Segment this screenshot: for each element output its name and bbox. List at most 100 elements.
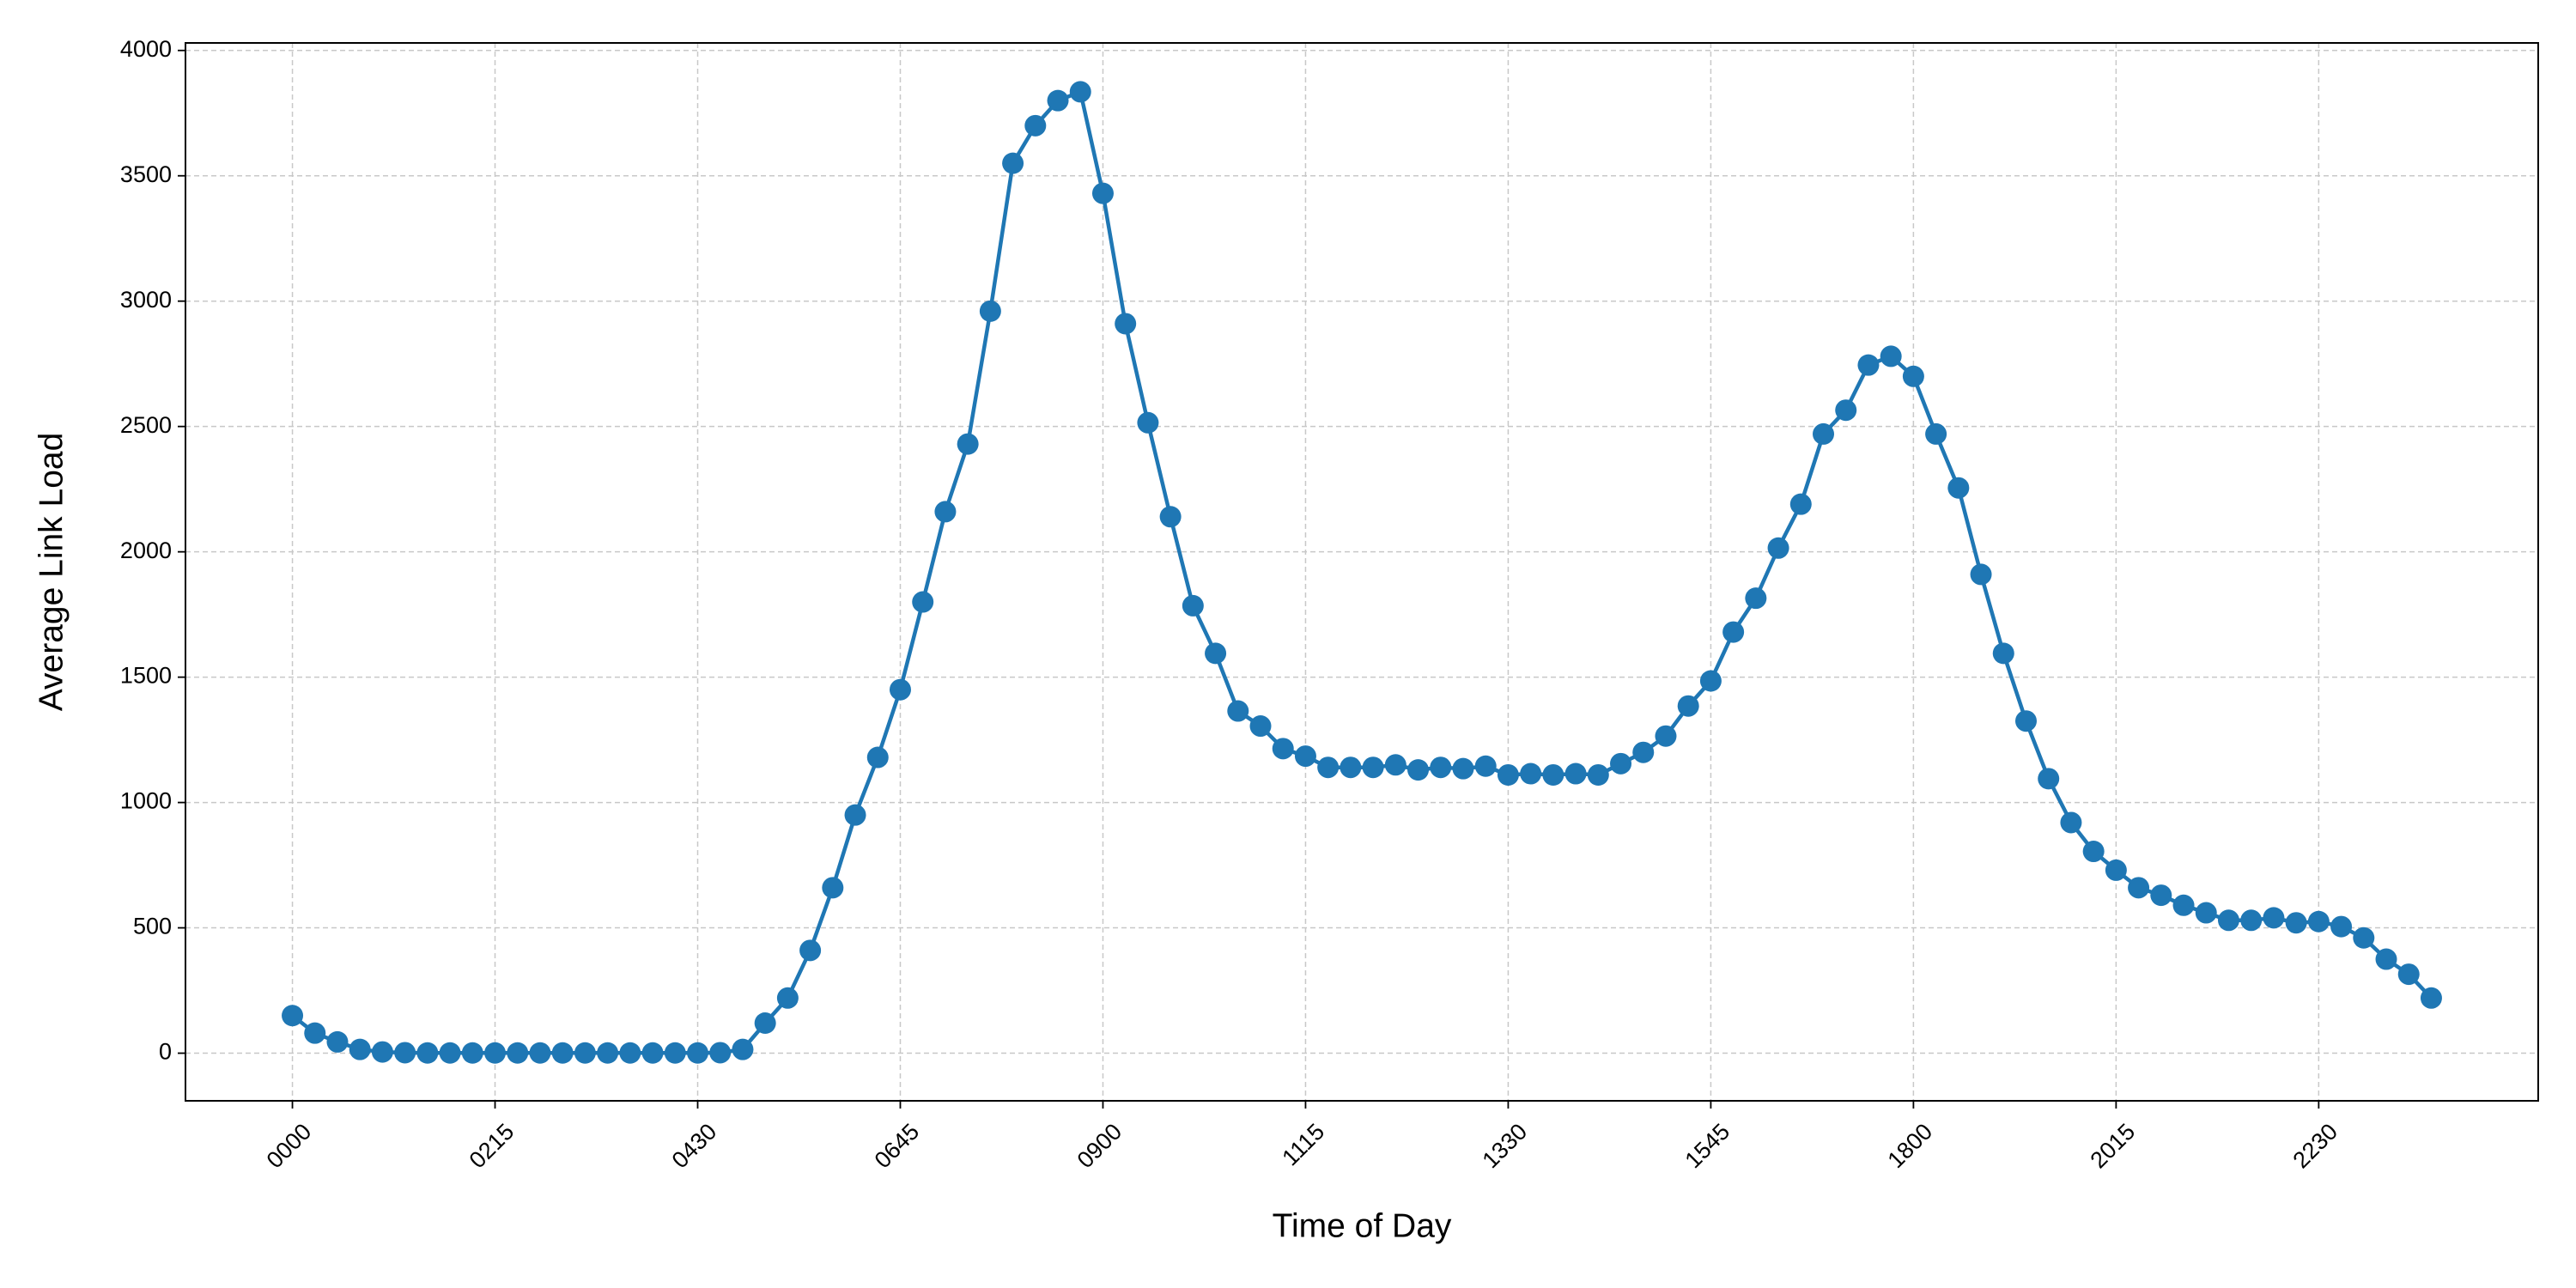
- data-point: [1205, 642, 1227, 665]
- data-point: [687, 1042, 709, 1064]
- data-point: [1542, 763, 1564, 786]
- data-point: [1925, 422, 1947, 445]
- data-point: [1159, 506, 1182, 528]
- data-point: [664, 1042, 686, 1064]
- data-point: [799, 939, 822, 962]
- data-point: [957, 433, 979, 455]
- data-point: [304, 1022, 326, 1044]
- data-point: [1115, 313, 1137, 335]
- data-point: [597, 1042, 619, 1064]
- data-point: [2105, 859, 2127, 881]
- data-point: [2420, 987, 2442, 1009]
- data-point: [889, 678, 911, 701]
- data-point: [1137, 411, 1159, 434]
- data-point: [2397, 963, 2420, 986]
- plot-frame: [185, 42, 2539, 1102]
- data-point: [822, 877, 844, 899]
- data-point: [912, 591, 934, 613]
- data-point: [934, 501, 957, 523]
- data-point: [776, 987, 799, 1009]
- data-point: [2285, 912, 2307, 934]
- data-point: [1362, 756, 1384, 779]
- data-point: [371, 1041, 393, 1063]
- data-point: [461, 1042, 483, 1064]
- data-point: [1002, 152, 1024, 174]
- data-point: [1340, 756, 1362, 779]
- data-point: [1407, 759, 1430, 781]
- data-point: [1294, 745, 1316, 768]
- data-point: [1227, 700, 1249, 722]
- data-point: [1677, 695, 1699, 717]
- data-point: [1789, 493, 1812, 515]
- data-point: [529, 1042, 551, 1064]
- data-point: [1024, 114, 1047, 137]
- y-tick-label: 2000: [120, 538, 172, 563]
- data-point: [1474, 755, 1497, 777]
- y-tick-label: 3500: [120, 161, 172, 187]
- data-point: [1902, 365, 1924, 387]
- data-point: [551, 1042, 574, 1064]
- data-point: [282, 1005, 304, 1027]
- data-point: [641, 1042, 664, 1064]
- data-point: [2150, 884, 2172, 907]
- data-point: [1430, 756, 1452, 779]
- y-tick-label: 1000: [120, 788, 172, 814]
- y-tick-label: 0: [159, 1039, 172, 1065]
- data-point: [2195, 902, 2217, 924]
- data-point: [2014, 710, 2037, 732]
- data-point: [1564, 762, 1587, 785]
- data-point: [326, 1030, 349, 1053]
- data-point: [1992, 642, 2014, 665]
- data-point: [1947, 477, 1970, 499]
- data-point: [1722, 621, 1745, 643]
- data-point: [2172, 894, 2195, 916]
- data-point: [1272, 738, 1294, 760]
- data-point: [484, 1042, 507, 1064]
- data-point: [2082, 841, 2105, 863]
- data-point: [754, 1012, 776, 1034]
- data-point: [1745, 587, 1767, 610]
- data-point: [2038, 768, 2060, 790]
- data-point: [439, 1042, 461, 1064]
- data-point: [2240, 909, 2263, 932]
- data-point: [1091, 182, 1114, 204]
- data-point: [416, 1042, 439, 1064]
- y-tick-label: 4000: [120, 36, 172, 62]
- data-point: [394, 1042, 416, 1064]
- data-point: [1069, 81, 1091, 103]
- data-point: [709, 1042, 732, 1064]
- data-point: [2217, 909, 2239, 932]
- data-point: [2330, 915, 2353, 938]
- data-point: [1182, 594, 1204, 617]
- y-tick-label: 1500: [120, 663, 172, 689]
- data-point: [1857, 354, 1880, 376]
- data-point: [1767, 537, 1789, 559]
- data-point: [1047, 89, 1069, 112]
- y-tick-label: 3000: [120, 287, 172, 313]
- data-point: [1970, 563, 1992, 586]
- data-point: [1835, 399, 1857, 422]
- x-axis-label: Time of Day: [1273, 1207, 1452, 1244]
- data-point: [1317, 756, 1340, 779]
- data-point: [2263, 907, 2285, 929]
- data-point: [619, 1042, 641, 1064]
- data-point: [1520, 762, 1542, 785]
- data-point: [732, 1038, 754, 1060]
- data-point: [349, 1038, 371, 1060]
- data-point: [1249, 715, 1272, 738]
- data-point: [574, 1042, 596, 1064]
- data-point: [1880, 345, 1902, 368]
- data-point: [1587, 763, 1609, 786]
- data-point: [1610, 752, 1632, 775]
- y-tick-label: 2500: [120, 412, 172, 438]
- data-point: [844, 804, 866, 826]
- y-axis-label: Average Link Load: [33, 433, 70, 712]
- data-point: [866, 746, 889, 769]
- data-point: [2353, 927, 2375, 949]
- data-point: [1497, 763, 1519, 786]
- y-tick-label: 500: [133, 914, 172, 939]
- data-point: [2307, 910, 2330, 933]
- data-point: [2128, 877, 2150, 899]
